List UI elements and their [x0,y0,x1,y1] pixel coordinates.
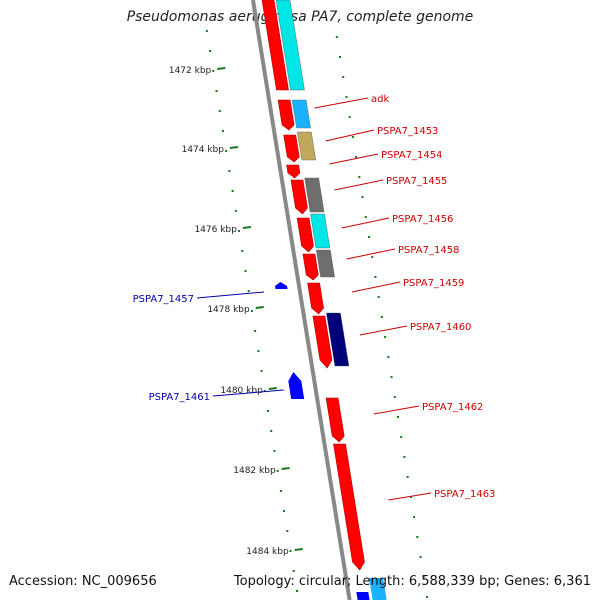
gene-label[interactable]: PSPA7_1455 [386,176,447,187]
cds-reverse-arrow[interactable] [288,372,305,399]
cds-forward-track [261,0,365,571]
gene-label[interactable]: PSPA7_1458 [398,245,459,256]
gene-label-leader [329,153,379,165]
cog-feature-block[interactable] [326,312,350,367]
topology-text: Topology: circular; Length: 6,588,339 bp… [233,574,591,589]
gene-label-leader [373,405,420,415]
map-title: Pseudomonas aeruginosa PA7, complete gen… [126,9,474,25]
cds-forward-arrow[interactable] [307,282,324,315]
cog-feature-track [275,0,387,600]
kbp-label: 1476 kbp [194,225,237,235]
cds-reverse-fragment[interactable] [356,592,370,600]
cog-feature-block[interactable] [316,249,335,278]
gene-label[interactable]: PSPA7_1456 [392,214,453,225]
accession-label: Accession: NC_009656 [9,574,157,589]
gene-label[interactable]: PSPA7_1454 [381,150,442,161]
gene-label[interactable]: adk [371,94,389,105]
gene-labels: adk PSPA7_1453 PSPA7_1454 PSPA7_1455 PSPA7_1… [133,94,495,501]
cds-forward-arrow[interactable] [261,0,289,91]
cds-forward-arrow[interactable] [302,253,319,281]
topology-label: Topology: circular; Length: 6,588,339 bp… [234,574,591,589]
cog-feature-block[interactable] [291,99,311,129]
gene-label-leader [325,129,375,142]
cds-forward-arrow[interactable] [325,397,345,443]
kbp-label: 1478 kbp [207,305,250,315]
kbp-label: 1480 kbp [220,386,263,396]
cds-forward-arrow[interactable] [286,164,301,179]
cds-reverse-track [275,282,305,399]
genome-backbone [251,0,352,600]
kbp-label: 1472 kbp [169,66,212,76]
gene-label[interactable]: PSPA7_1462 [422,402,483,413]
cog-feature-block[interactable] [275,0,305,91]
cds-forward-arrow[interactable] [296,217,314,253]
kbp-tick [294,548,303,551]
kbp-label: 1484 kbp [246,547,289,557]
kbp-tick [242,226,251,229]
kbp-tick [217,67,226,70]
backbone-line [251,0,352,600]
kbp-label: 1482 kbp [233,466,276,476]
kbp-label: 1474 kbp [182,145,225,155]
gene-label-leader [334,179,384,191]
gene-label-leader [346,248,396,260]
kbp-tick [268,387,277,390]
gene-label-leader [351,281,401,293]
gene-label[interactable]: PSPA7_1453 [377,126,438,137]
gene-label-leader [388,492,432,501]
gene-label-leader [212,389,284,397]
cds-forward-arrow[interactable] [312,315,333,369]
gene-label[interactable]: PSPA7_1461 [149,392,210,403]
kbp-tick [281,467,290,470]
gene-label-leader [359,325,408,336]
cds-reverse-arrow[interactable] [275,282,288,289]
cog-feature-block[interactable] [297,131,317,161]
gene-label-leader [314,97,369,109]
cog-feature-block[interactable] [310,213,331,249]
tick-dot-track [205,30,428,598]
gene-label-leader [341,217,390,229]
cds-forward-arrow[interactable] [333,443,365,571]
gene-label[interactable]: PSPA7_1460 [410,322,471,333]
cds-forward-arrow[interactable] [290,179,308,215]
gene-label[interactable]: PSPA7_1459 [403,278,464,289]
cog-feature-block[interactable] [304,177,325,213]
gene-label[interactable]: PSPA7_1463 [434,489,495,500]
cds-forward-arrow[interactable] [283,134,300,163]
kbp-scale: 1472 kbp 1474 kbp 1476 kbp 1478 kbp 1480 kbp… [169,66,303,557]
kbp-tick [255,306,264,309]
kbp-tick [229,146,239,149]
gene-label[interactable]: PSPA7_1457 [133,294,194,305]
cog-feature-block[interactable] [369,578,387,600]
gene-label-leader [196,291,265,299]
cds-forward-arrow[interactable] [277,99,295,131]
